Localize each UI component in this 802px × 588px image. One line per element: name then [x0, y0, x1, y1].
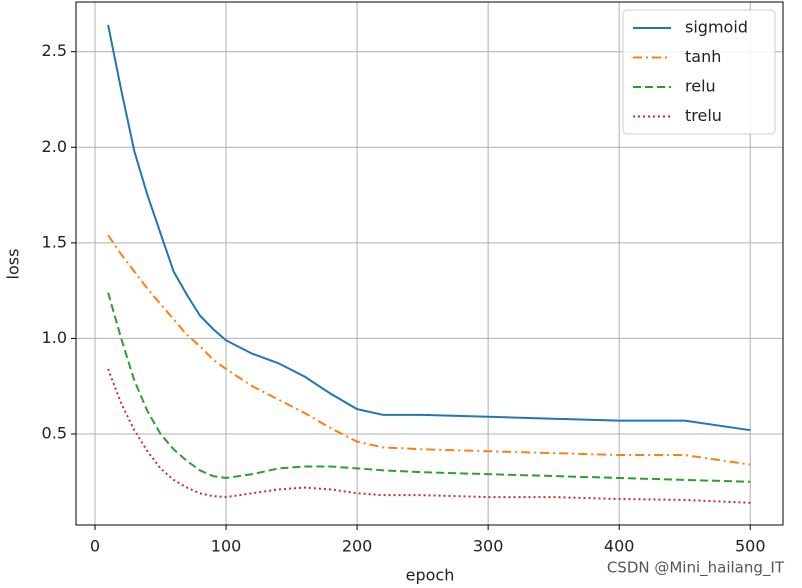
x-tick-label: 100: [211, 537, 242, 556]
series-line: [107, 234, 751, 466]
y-tick-label: 1.5: [42, 232, 67, 251]
y-tick-label: 2.0: [42, 137, 67, 156]
x-tick-label: 0: [90, 537, 100, 556]
plot-frame: [75, 1, 784, 526]
y-tick-label: 1.0: [42, 328, 67, 347]
legend-label: relu: [685, 77, 716, 96]
legend-label: sigmoid: [685, 18, 748, 37]
y-axis-label: loss: [4, 249, 23, 280]
series-line: [107, 24, 751, 432]
series-line: [107, 368, 751, 504]
y-tick-label: 0.5: [42, 424, 67, 443]
series-line: [107, 292, 751, 483]
y-tick-label: 2.5: [42, 41, 67, 60]
watermark: CSDN @Mini_hailang_IT: [607, 559, 785, 578]
x-tick-label: 300: [473, 537, 504, 556]
legend-label: tanh: [685, 47, 721, 66]
legend-box: [622, 9, 776, 135]
legend-label: trelu: [685, 106, 722, 125]
x-axis-label: epoch: [406, 566, 455, 585]
x-tick-label: 200: [342, 537, 373, 556]
x-tick-label: 400: [604, 537, 635, 556]
x-tick-label: 500: [735, 537, 766, 556]
